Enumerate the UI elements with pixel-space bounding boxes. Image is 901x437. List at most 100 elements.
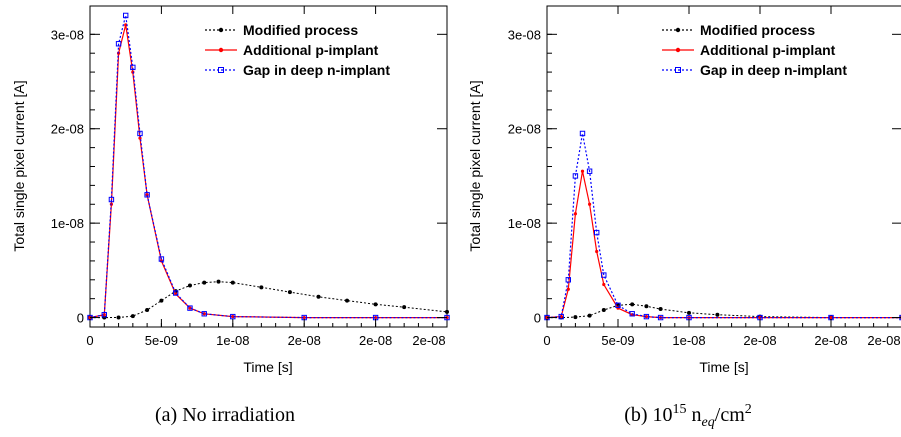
series-line-2 (546, 171, 901, 319)
data-point (601, 272, 607, 278)
y-tick-label: 3e-08 (508, 27, 541, 42)
data-point (130, 64, 136, 71)
data-point (231, 315, 235, 319)
chart-panel-a: 0 5e-09 1e-08 2e-08 2e-08 2e-08 0 1e-08 2e-08 3e-… (11, 5, 450, 426)
x-axis-title: Time [s] (699, 359, 748, 375)
legend-swatch-marker (675, 47, 681, 53)
data-point (159, 298, 164, 303)
data-point (658, 307, 663, 312)
legend: Modified process Additional p-implant Gap … (205, 22, 390, 78)
data-point (573, 212, 578, 216)
y-tick-label: 0 (77, 311, 84, 326)
series-line-1 (90, 281, 448, 319)
data-point (202, 280, 207, 285)
data-point (595, 249, 599, 254)
data-point (145, 308, 150, 313)
data-point (644, 315, 649, 319)
data-point (572, 173, 579, 179)
ticks: 0 5e-09 1e-08 2e-08 2e-08 2e-08 0 1e-08 2e-08 3e-… (51, 6, 448, 348)
legend-swatch-marker (218, 47, 224, 53)
data-point (201, 311, 207, 317)
data-point (137, 130, 143, 137)
x-tick-label: 2e-08 (359, 333, 392, 348)
data-point (259, 285, 264, 290)
x-axis-title: Time [s] (243, 359, 292, 375)
data-point (602, 282, 606, 287)
data-point (102, 313, 106, 317)
data-point (116, 315, 121, 320)
legend-label: Additional p-implant (700, 42, 836, 58)
legend-swatch-marker (218, 27, 224, 33)
y-tick-label: 1e-08 (508, 216, 541, 231)
y-tick-label: 2e-08 (51, 122, 84, 137)
data-point (187, 305, 193, 311)
data-point (630, 302, 635, 307)
legend-swatch-marker (218, 67, 224, 73)
data-point (559, 315, 563, 319)
y-tick-label: 3e-08 (51, 27, 84, 42)
data-point (108, 196, 115, 203)
legend-swatch-marker (675, 67, 681, 73)
data-point (302, 315, 306, 320)
data-point (644, 304, 649, 309)
data-point (230, 280, 235, 285)
data-point (123, 12, 129, 19)
y-tick-label: 2e-08 (508, 122, 541, 137)
data-point (829, 315, 833, 320)
data-point (629, 311, 635, 317)
chart-panel-b: 0 5e-09 1e-08 2e-08 2e-08 2e-08 0 1e-08 2e-08 3e-… (467, 5, 901, 430)
legend-swatch-marker (675, 27, 681, 33)
data-point (345, 298, 350, 303)
x-tick-label: 2e-08 (867, 333, 900, 348)
data-point (588, 202, 592, 206)
data-point (216, 279, 221, 284)
series-layer (87, 12, 450, 321)
data-point (580, 169, 585, 173)
x-tick-label: 5e-09 (145, 333, 178, 348)
caption-a: (a) No irradiation (155, 404, 295, 426)
data-point (158, 256, 165, 262)
data-point (145, 193, 149, 197)
data-point (586, 168, 593, 174)
data-point (579, 130, 586, 137)
legend-label: Modified process (243, 22, 358, 38)
x-tick-label: 1e-08 (216, 333, 249, 348)
data-point (558, 313, 564, 320)
data-point (657, 314, 664, 321)
ticks: 0 5e-09 1e-08 2e-08 2e-08 2e-08 0 1e-08 2e-08 3e-… (508, 6, 901, 348)
data-point (687, 310, 691, 315)
caption-b: (b) 1015 neq/cm2 (624, 402, 752, 430)
y-tick-label: 1e-08 (51, 216, 84, 231)
x-tick-label: 2e-08 (412, 333, 445, 348)
data-point (230, 313, 236, 320)
x-tick-label: 2e-08 (814, 333, 847, 348)
data-point (587, 313, 592, 318)
data-point (573, 315, 578, 320)
legend: Modified process Additional p-implant Gap … (662, 22, 847, 78)
data-point (445, 309, 449, 314)
legend-label: Additional p-implant (243, 42, 379, 58)
series-line-3 (546, 133, 901, 319)
data-point (566, 287, 570, 291)
data-point (402, 305, 407, 310)
data-point (643, 313, 650, 320)
legend-label: Modified process (700, 22, 815, 38)
y-axis-title: Total single pixel current [A] (467, 80, 483, 251)
data-point (172, 290, 179, 296)
x-tick-label: 2e-08 (743, 333, 776, 348)
data-point (594, 229, 600, 236)
y-tick-label: 0 (534, 311, 541, 326)
data-point (316, 294, 321, 299)
x-tick-label: 0 (543, 333, 550, 348)
data-point (130, 314, 135, 319)
x-tick-label: 2e-08 (288, 333, 321, 348)
x-tick-label: 1e-08 (672, 333, 705, 348)
data-point (615, 302, 621, 308)
legend-label: Gap in deep n-implant (700, 62, 847, 78)
data-point (144, 192, 150, 198)
series-layer (544, 130, 901, 321)
data-point (601, 308, 606, 313)
data-point (101, 312, 107, 318)
series-line-3 (89, 15, 447, 319)
